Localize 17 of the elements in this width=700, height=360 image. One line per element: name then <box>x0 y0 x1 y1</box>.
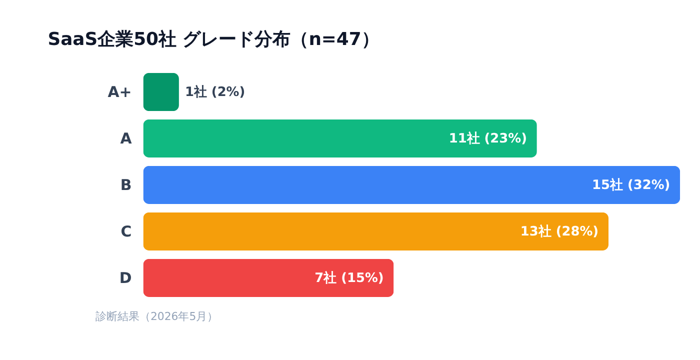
chart-title: SaaS企業50社 グレード分布（n=47） <box>48 28 380 50</box>
bar <box>143 72 179 112</box>
bar <box>143 212 609 250</box>
data-label: 13社 (28%) <box>520 223 599 240</box>
bar <box>143 166 680 204</box>
data-label: 11社 (23%) <box>448 130 527 146</box>
bar <box>143 119 537 158</box>
data-label: 15社 (32%) <box>592 176 670 193</box>
y-tick-label: A+ <box>108 82 132 101</box>
y-tick-label: B <box>120 176 132 194</box>
text: 診断結果（2026年5月） <box>95 310 218 324</box>
y-tick-label: D <box>119 268 132 287</box>
y-tick-label: C <box>120 222 132 240</box>
data-label: 1社 (2%) <box>184 84 246 100</box>
bar <box>143 258 394 297</box>
data-label: 7社 (15%) <box>314 270 384 286</box>
y-tick-label: A <box>120 129 132 148</box>
